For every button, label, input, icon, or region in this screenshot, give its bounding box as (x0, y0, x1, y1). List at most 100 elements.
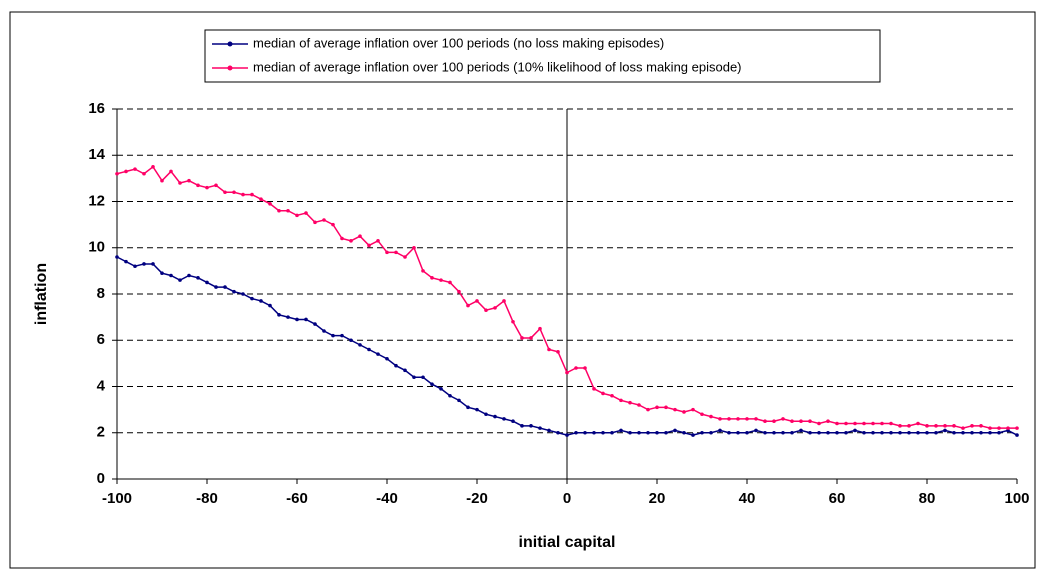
point (358, 234, 362, 238)
point (484, 412, 488, 417)
point (304, 211, 308, 215)
point (574, 430, 578, 435)
point (817, 421, 821, 426)
point (799, 419, 803, 423)
x-tick-label: -100 (102, 490, 132, 507)
point (727, 417, 731, 421)
x-tick-label: -20 (466, 490, 488, 507)
point (601, 430, 605, 435)
y-axis-title: inflation (33, 263, 50, 325)
point (529, 424, 533, 428)
point (880, 421, 884, 426)
y-tick-label: 6 (97, 331, 105, 348)
point (133, 167, 137, 171)
point (817, 430, 821, 435)
x-tick-label: 20 (649, 490, 666, 507)
point (151, 262, 155, 266)
point (115, 171, 119, 176)
point (736, 430, 740, 435)
point (709, 414, 713, 419)
point (421, 375, 425, 380)
point (889, 421, 893, 426)
y-tick-label: 4 (97, 377, 106, 394)
point (565, 433, 569, 437)
point (394, 250, 398, 255)
point (709, 430, 713, 435)
point (376, 239, 380, 243)
point (493, 306, 497, 310)
point (826, 430, 830, 435)
point (331, 333, 335, 338)
point (376, 352, 380, 356)
point (655, 405, 659, 410)
point (844, 430, 848, 435)
point (259, 299, 263, 303)
point (439, 278, 443, 282)
point (313, 220, 317, 225)
point (907, 424, 911, 428)
chart-frame (9, 11, 1036, 569)
point (502, 417, 506, 421)
point (457, 289, 461, 294)
point (700, 430, 704, 435)
point (646, 407, 650, 412)
point (160, 271, 164, 275)
legend-label: median of average inflation over 100 per… (253, 59, 742, 74)
point (853, 421, 857, 426)
x-tick-label: -80 (196, 490, 218, 507)
point (223, 190, 227, 195)
point (898, 430, 902, 435)
legend-marker (227, 41, 233, 47)
point (682, 410, 686, 414)
point (592, 430, 596, 435)
point (133, 264, 137, 269)
point (772, 419, 776, 423)
point (547, 347, 551, 352)
point (457, 398, 461, 403)
point (772, 430, 776, 435)
point (619, 398, 623, 403)
point (178, 181, 182, 185)
point (610, 430, 614, 435)
point (214, 285, 218, 289)
point (475, 407, 479, 412)
point (520, 336, 524, 340)
point (943, 428, 947, 433)
point (664, 405, 668, 410)
point (790, 430, 794, 435)
point (664, 430, 668, 435)
point (781, 417, 785, 421)
point (916, 421, 920, 426)
point (754, 417, 758, 421)
point (979, 430, 983, 435)
point (673, 428, 677, 433)
point (934, 430, 938, 435)
point (862, 430, 866, 435)
point (880, 430, 884, 435)
point (142, 171, 146, 176)
point (205, 185, 209, 190)
point (385, 356, 389, 361)
point (205, 280, 209, 285)
point (871, 430, 875, 435)
point (367, 243, 371, 248)
point (736, 417, 740, 421)
point (763, 430, 767, 435)
point (277, 208, 281, 213)
point (556, 430, 560, 435)
y-tick-label: 10 (88, 239, 105, 256)
point (547, 428, 551, 433)
point (574, 366, 578, 370)
point (250, 296, 254, 301)
point (952, 430, 956, 435)
point (448, 393, 452, 398)
point (340, 236, 344, 241)
point (601, 391, 605, 396)
point (232, 289, 236, 294)
point (826, 419, 830, 423)
point (1015, 426, 1019, 430)
point (169, 273, 173, 278)
point (808, 430, 812, 435)
y-tick-label: 2 (97, 424, 105, 441)
